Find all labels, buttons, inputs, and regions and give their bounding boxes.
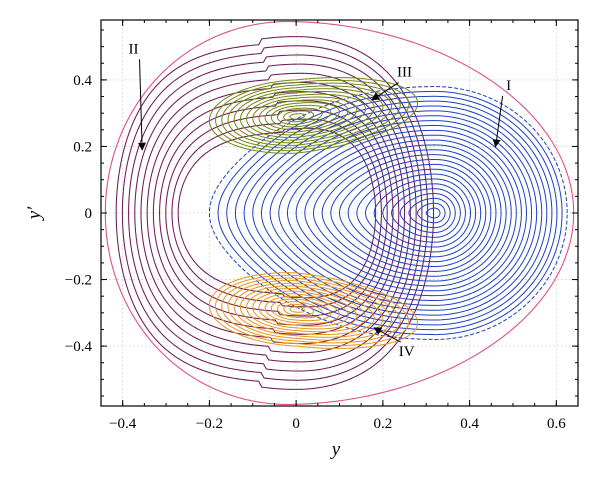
- region-iii-trajectory: [283, 110, 314, 123]
- region-label: III: [397, 65, 412, 81]
- region-iv-trajectory: [215, 274, 410, 347]
- region-i-trajectory: [278, 124, 527, 302]
- region-i-trajectory: [217, 90, 563, 336]
- y-tick-label: 0.2: [73, 139, 92, 155]
- region-i-trajectory: [382, 183, 466, 243]
- region-ii-trajectory: [121, 45, 429, 381]
- axis-ticks: −0.4 −0.2 0 0.2 0.4 0.6 0.4 0.2 0 −0.2 −0.4: [65, 20, 579, 432]
- region-iv-trajectory: [283, 303, 314, 316]
- region-iii-trajectory: [227, 85, 393, 146]
- region-i-trajectory: [330, 154, 497, 272]
- region-ii-trajectory: [128, 54, 423, 372]
- annotation-arrow: [137, 59, 146, 151]
- region-iii-trajectory: [277, 107, 323, 125]
- x-tick-label: 0: [292, 416, 300, 432]
- region-i-trajectory: [365, 173, 477, 253]
- region-ii-trajectory: [115, 36, 435, 390]
- region-iv-trajectory: [227, 280, 393, 341]
- region-iv-trajectory: [252, 290, 358, 330]
- region-iii-trajectory: [215, 79, 410, 152]
- region-iv-trajectory: [246, 287, 367, 333]
- region-i-trajectory: [417, 202, 446, 224]
- annotation-arrow: [373, 327, 401, 343]
- annotation-arrow: [492, 95, 504, 148]
- region-i-trajectory: [286, 129, 522, 297]
- x-tick-label: 0.2: [373, 416, 392, 432]
- region-i-trajectory: [408, 197, 451, 229]
- region-iii-trajectory: [221, 82, 401, 149]
- region-iv-trajectory: [258, 293, 349, 327]
- x-tick-label: 0.4: [460, 416, 479, 432]
- y-tick-label: −0.2: [65, 273, 92, 289]
- region-i-trajectory: [399, 193, 456, 233]
- region-iv-trajectory: [233, 282, 384, 338]
- x-tick-label: 0.6: [547, 416, 566, 432]
- x-axis-label: y: [330, 439, 341, 460]
- region-i-trajectory: [338, 158, 492, 268]
- region-i-trajectory: [373, 178, 472, 248]
- region-iii-trajectory: [252, 96, 358, 136]
- x-tick-label: −0.4: [109, 416, 137, 432]
- region-iii-trajectory: [264, 102, 341, 131]
- region-ii-trajectory: [171, 118, 382, 308]
- region-iii-trajectory: [289, 113, 306, 120]
- region-ii-trajectory: [134, 63, 417, 363]
- region-iv-trajectory: [277, 301, 323, 319]
- region-iii-trajectory: [258, 99, 349, 133]
- region-ii-trajectory: [152, 91, 400, 335]
- region-iv-trajectory: [264, 295, 341, 324]
- y-tick-label: 0: [85, 206, 93, 222]
- region-i-trajectory: [269, 120, 533, 306]
- region-i-trajectory: [234, 100, 553, 326]
- y-tick-label: 0.4: [73, 73, 92, 89]
- region-i-trajectory: [243, 105, 548, 321]
- region-iv-trajectory: [221, 277, 401, 344]
- x-tick-label: −0.2: [196, 416, 223, 432]
- region-i-trajectory: [391, 188, 461, 238]
- region-i-trajectory: [226, 95, 558, 331]
- region-i-trajectory: [356, 168, 482, 258]
- region-i-trajectory: [260, 115, 538, 311]
- region-i-trajectory: [347, 163, 487, 263]
- region-iv-trajectory: [239, 285, 375, 336]
- region-i-trajectory: [295, 134, 517, 292]
- region-i-trajectory: [304, 139, 512, 287]
- region-iii-trajectory: [246, 93, 367, 139]
- region-iv-trajectory: [208, 272, 419, 349]
- y-tick-label: −0.4: [65, 339, 93, 355]
- region-i-trajectory: [321, 149, 502, 277]
- region-iii-trajectory: [233, 88, 384, 144]
- region-i-trajectory: [312, 144, 507, 282]
- region-i-trajectory: [208, 86, 568, 340]
- region-iii-trajectory: [270, 104, 332, 128]
- annotation-arrow: [371, 82, 399, 101]
- region-i-trajectory: [425, 207, 441, 219]
- region-label: I: [506, 78, 511, 94]
- trajectory-curves: [104, 20, 575, 406]
- region-label: IV: [399, 344, 415, 360]
- region-iv-trajectory: [289, 306, 306, 313]
- region-ii-trajectory: [146, 81, 406, 345]
- region-iii-trajectory: [239, 90, 375, 141]
- y-axis-label: y′: [24, 206, 45, 221]
- region-i-trajectory: [252, 110, 543, 316]
- region-iv-trajectory: [270, 298, 332, 322]
- region-ii-trajectory: [159, 100, 394, 326]
- region-iii-trajectory: [208, 77, 419, 154]
- region-label: II: [129, 41, 139, 57]
